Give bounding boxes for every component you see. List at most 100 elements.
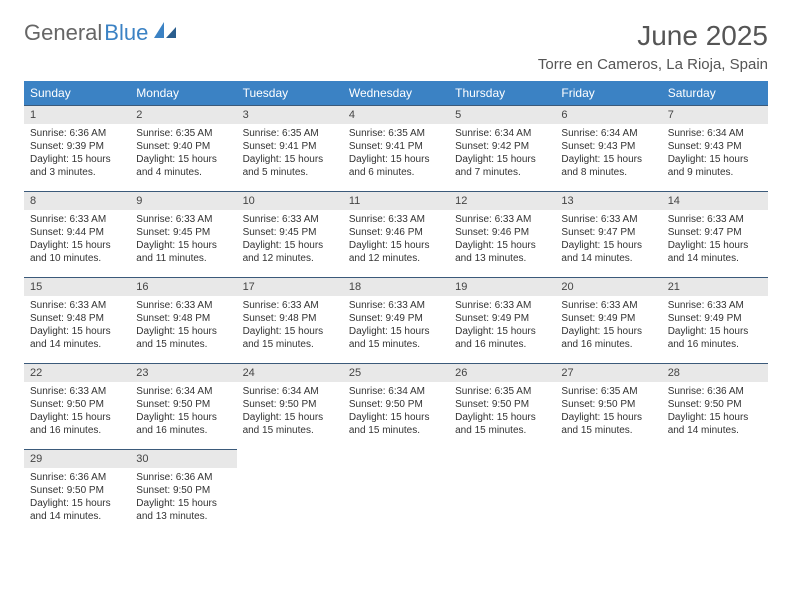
daylight-line2: and 16 minutes. xyxy=(30,424,124,437)
location-text: Torre en Cameros, La Rioja, Spain xyxy=(538,56,768,73)
day-number: 23 xyxy=(130,363,236,382)
day-number: 22 xyxy=(24,363,130,382)
sunrise-text: Sunrise: 6:35 AM xyxy=(349,127,443,140)
day-body: Sunrise: 6:33 AMSunset: 9:45 PMDaylight:… xyxy=(130,210,236,269)
sunset-text: Sunset: 9:48 PM xyxy=(30,312,124,325)
sunrise-text: Sunrise: 6:36 AM xyxy=(30,471,124,484)
daylight-line1: Daylight: 15 hours xyxy=(136,239,230,252)
sunrise-text: Sunrise: 6:34 AM xyxy=(136,385,230,398)
daylight-line1: Daylight: 15 hours xyxy=(136,325,230,338)
calendar-day-cell: 6Sunrise: 6:34 AMSunset: 9:43 PMDaylight… xyxy=(555,105,661,191)
day-body: Sunrise: 6:35 AMSunset: 9:40 PMDaylight:… xyxy=(130,124,236,183)
daylight-line1: Daylight: 15 hours xyxy=(243,239,337,252)
sunset-text: Sunset: 9:50 PM xyxy=(30,484,124,497)
day-number: 21 xyxy=(662,277,768,296)
calendar-day-cell: 23Sunrise: 6:34 AMSunset: 9:50 PMDayligh… xyxy=(130,363,236,449)
daylight-line1: Daylight: 15 hours xyxy=(30,325,124,338)
sunrise-text: Sunrise: 6:33 AM xyxy=(136,213,230,226)
day-number: 11 xyxy=(343,191,449,210)
calendar-day-cell: 9Sunrise: 6:33 AMSunset: 9:45 PMDaylight… xyxy=(130,191,236,277)
calendar-day-cell: 4Sunrise: 6:35 AMSunset: 9:41 PMDaylight… xyxy=(343,105,449,191)
calendar-day-cell xyxy=(237,449,343,535)
sunrise-text: Sunrise: 6:33 AM xyxy=(455,299,549,312)
daylight-line1: Daylight: 15 hours xyxy=(243,153,337,166)
sunrise-text: Sunrise: 6:36 AM xyxy=(30,127,124,140)
weekday-header: Friday xyxy=(555,81,661,105)
day-body: Sunrise: 6:33 AMSunset: 9:48 PMDaylight:… xyxy=(24,296,130,355)
daylight-line2: and 11 minutes. xyxy=(136,252,230,265)
sunrise-text: Sunrise: 6:35 AM xyxy=(561,385,655,398)
sunrise-text: Sunrise: 6:34 AM xyxy=(561,127,655,140)
calendar-day-cell: 7Sunrise: 6:34 AMSunset: 9:43 PMDaylight… xyxy=(662,105,768,191)
calendar-week-row: 22Sunrise: 6:33 AMSunset: 9:50 PMDayligh… xyxy=(24,363,768,449)
day-body: Sunrise: 6:34 AMSunset: 9:43 PMDaylight:… xyxy=(662,124,768,183)
day-body: Sunrise: 6:36 AMSunset: 9:50 PMDaylight:… xyxy=(24,468,130,527)
calendar-day-cell xyxy=(343,449,449,535)
sunset-text: Sunset: 9:42 PM xyxy=(455,140,549,153)
sunset-text: Sunset: 9:50 PM xyxy=(243,398,337,411)
daylight-line2: and 15 minutes. xyxy=(349,424,443,437)
day-body: Sunrise: 6:33 AMSunset: 9:49 PMDaylight:… xyxy=(662,296,768,355)
page-header: GeneralBlue June 2025 Torre en Cameros, … xyxy=(24,20,768,73)
day-number: 30 xyxy=(130,449,236,468)
month-title: June 2025 xyxy=(538,20,768,52)
calendar-day-cell xyxy=(555,449,661,535)
daylight-line2: and 12 minutes. xyxy=(243,252,337,265)
calendar-day-cell: 5Sunrise: 6:34 AMSunset: 9:42 PMDaylight… xyxy=(449,105,555,191)
daylight-line1: Daylight: 15 hours xyxy=(30,411,124,424)
daylight-line2: and 15 minutes. xyxy=(455,424,549,437)
calendar-day-cell xyxy=(449,449,555,535)
sunset-text: Sunset: 9:43 PM xyxy=(668,140,762,153)
day-body: Sunrise: 6:36 AMSunset: 9:39 PMDaylight:… xyxy=(24,124,130,183)
sunset-text: Sunset: 9:45 PM xyxy=(243,226,337,239)
sunrise-text: Sunrise: 6:35 AM xyxy=(455,385,549,398)
sunset-text: Sunset: 9:40 PM xyxy=(136,140,230,153)
daylight-line1: Daylight: 15 hours xyxy=(561,411,655,424)
day-number: 28 xyxy=(662,363,768,382)
day-number: 5 xyxy=(449,105,555,124)
day-body: Sunrise: 6:34 AMSunset: 9:50 PMDaylight:… xyxy=(237,382,343,441)
day-body: Sunrise: 6:33 AMSunset: 9:50 PMDaylight:… xyxy=(24,382,130,441)
day-number: 1 xyxy=(24,105,130,124)
day-number: 10 xyxy=(237,191,343,210)
daylight-line2: and 4 minutes. xyxy=(136,166,230,179)
sunrise-text: Sunrise: 6:33 AM xyxy=(30,213,124,226)
daylight-line1: Daylight: 15 hours xyxy=(668,411,762,424)
daylight-line2: and 15 minutes. xyxy=(136,338,230,351)
daylight-line1: Daylight: 15 hours xyxy=(668,239,762,252)
day-number: 29 xyxy=(24,449,130,468)
calendar-day-cell: 18Sunrise: 6:33 AMSunset: 9:49 PMDayligh… xyxy=(343,277,449,363)
sunset-text: Sunset: 9:48 PM xyxy=(243,312,337,325)
sunset-text: Sunset: 9:47 PM xyxy=(668,226,762,239)
sunrise-text: Sunrise: 6:35 AM xyxy=(136,127,230,140)
daylight-line1: Daylight: 15 hours xyxy=(349,411,443,424)
calendar-table: Sunday Monday Tuesday Wednesday Thursday… xyxy=(24,81,768,535)
daylight-line1: Daylight: 15 hours xyxy=(30,153,124,166)
weekday-header: Sunday xyxy=(24,81,130,105)
day-number: 27 xyxy=(555,363,661,382)
calendar-week-row: 15Sunrise: 6:33 AMSunset: 9:48 PMDayligh… xyxy=(24,277,768,363)
daylight-line2: and 15 minutes. xyxy=(349,338,443,351)
daylight-line2: and 12 minutes. xyxy=(349,252,443,265)
daylight-line1: Daylight: 15 hours xyxy=(561,153,655,166)
weekday-header: Saturday xyxy=(662,81,768,105)
day-body: Sunrise: 6:33 AMSunset: 9:49 PMDaylight:… xyxy=(449,296,555,355)
sunset-text: Sunset: 9:50 PM xyxy=(561,398,655,411)
sunrise-text: Sunrise: 6:35 AM xyxy=(243,127,337,140)
daylight-line2: and 7 minutes. xyxy=(455,166,549,179)
daylight-line2: and 15 minutes. xyxy=(243,338,337,351)
calendar-week-row: 29Sunrise: 6:36 AMSunset: 9:50 PMDayligh… xyxy=(24,449,768,535)
sunset-text: Sunset: 9:50 PM xyxy=(455,398,549,411)
sunrise-text: Sunrise: 6:33 AM xyxy=(243,213,337,226)
day-body: Sunrise: 6:35 AMSunset: 9:41 PMDaylight:… xyxy=(343,124,449,183)
calendar-day-cell: 30Sunrise: 6:36 AMSunset: 9:50 PMDayligh… xyxy=(130,449,236,535)
day-number: 18 xyxy=(343,277,449,296)
daylight-line2: and 8 minutes. xyxy=(561,166,655,179)
sunset-text: Sunset: 9:46 PM xyxy=(349,226,443,239)
sunrise-text: Sunrise: 6:33 AM xyxy=(668,213,762,226)
calendar-body: 1Sunrise: 6:36 AMSunset: 9:39 PMDaylight… xyxy=(24,105,768,535)
sunset-text: Sunset: 9:50 PM xyxy=(136,484,230,497)
day-body: Sunrise: 6:34 AMSunset: 9:50 PMDaylight:… xyxy=(343,382,449,441)
calendar-day-cell: 17Sunrise: 6:33 AMSunset: 9:48 PMDayligh… xyxy=(237,277,343,363)
sunrise-text: Sunrise: 6:36 AM xyxy=(668,385,762,398)
